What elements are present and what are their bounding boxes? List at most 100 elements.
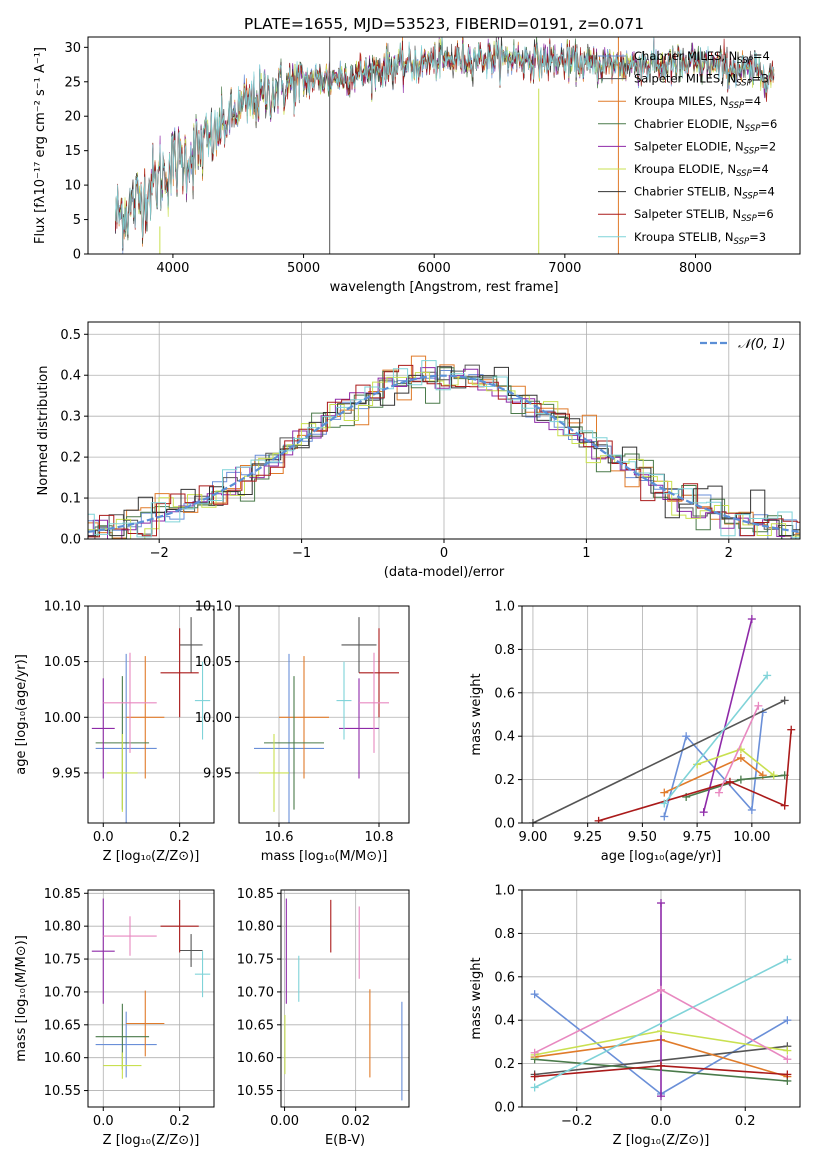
mass_weight_vs_age-series-marker: [594, 816, 603, 823]
legend-entry-count: =4: [752, 162, 769, 176]
legend-entry-count: =4: [753, 49, 770, 63]
age_vs_mass-ytick-label: 10.00: [195, 711, 232, 726]
mass_weight_vs_Z-series-marker: [530, 1048, 539, 1057]
mass_vs_EBV-ytick-label: 10.60: [237, 1051, 274, 1066]
mass_vs_Z-ylabel: mass [log₁₀(M/M⊙)]: [14, 935, 29, 1062]
legend-entry-count: =3: [752, 72, 769, 86]
residuals-xtick-label: 2: [725, 546, 733, 561]
mass_weight_vs_Z-series-marker: [530, 1072, 539, 1081]
residuals-xtick-label: 0: [440, 546, 448, 561]
mass_weight_vs_age-series-marker: [769, 771, 778, 780]
legend-entry-count: =4: [758, 185, 775, 199]
age_vs_Z-xtick-label: 0.2: [169, 830, 190, 845]
mass_weight_vs_age-series-marker: [763, 671, 772, 680]
mass_weight_vs_Z-xtick-label: −0.2: [561, 1114, 593, 1129]
mass_weight_vs_age-ytick-label: 0.6: [494, 686, 515, 701]
age_vs_mass-frame: [238, 605, 410, 824]
legend-entry: Chabrier STELIB, NSSP=4: [634, 185, 775, 202]
residuals-xlabel: (data-model)/error: [384, 565, 505, 580]
mass_vs_Z-xtick-label: 0.0: [93, 1114, 114, 1129]
age_vs_Z-ytick-label: 9.95: [52, 766, 81, 781]
mass_vs_Z-xlabel: Z [log₁₀(Z/Z⊙)]: [103, 1133, 200, 1148]
mass_weight_vs_age-series-line-7: [663, 674, 768, 805]
mass_vs_Z-ytick-label: 10.80: [44, 920, 81, 935]
legend-entry-label: Chabrier ELODIE, N: [634, 117, 745, 131]
legend-entry-count: =4: [744, 94, 761, 108]
residuals-xtick-label: −2: [150, 546, 169, 561]
residuals-frame: [87, 321, 801, 540]
residuals-ylabel: Normed distribution: [36, 366, 51, 496]
mass_weight_vs_Z-ylabel: mass weight: [469, 957, 484, 1039]
age_vs_Z-ylabel: age [log₁₀(age/yr)]: [14, 654, 29, 775]
mass_vs_Z-ytick-label: 10.55: [44, 1084, 81, 1099]
residuals-histogram-s_elodie: [88, 367, 800, 539]
legend-entry-subscript: SSP: [742, 192, 758, 202]
mass_weight_vs_age-series-marker: [528, 819, 537, 823]
residuals-ytick-label: 0.0: [60, 533, 81, 548]
legend-entry-count: =3: [749, 230, 766, 244]
mass_weight_vs_Z-series-marker: [657, 1092, 665, 1101]
age_vs_mass-ytick-label: 10.10: [195, 600, 232, 615]
residuals-normal-curve: [88, 374, 800, 533]
mass_weight_vs_age-series-marker: [660, 788, 669, 797]
mass_weight_vs_Z-series-marker: [657, 985, 665, 994]
legend-entry-label: Salpeter ELODIE, N: [634, 139, 744, 153]
age_vs_mass-xtick-label: 10.6: [265, 830, 294, 845]
mass_vs_Z-xtick-label: 0.2: [169, 1114, 190, 1129]
residuals-histogram-k_elodie: [88, 372, 800, 539]
mass_weight_vs_Z-ytick-label: 0.8: [494, 927, 515, 942]
mass_vs_EBV-ytick-label: 10.70: [237, 985, 274, 1000]
mass_weight_vs_age-ytick-label: 0.4: [494, 730, 515, 745]
spectrum-xtick-label: 4000: [156, 261, 189, 276]
age_vs_Z-xtick-label: 0.0: [93, 830, 114, 845]
mass_weight_vs_age-ytick-label: 0.2: [494, 773, 515, 788]
mass_weight_vs_Z-series-marker: [530, 990, 539, 999]
mass_vs_EBV-xtick-label: 0.02: [341, 1114, 370, 1129]
mass_vs_Z-ytick-label: 10.60: [44, 1051, 81, 1066]
spectrum-frame: [87, 36, 801, 255]
residuals-histogram-k_stelib: [88, 360, 800, 539]
residuals-histogram-k_miles: [88, 355, 800, 539]
mass_vs_Z-ytick-label: 10.75: [44, 953, 81, 968]
mass_weight_vs_Z-series-marker: [657, 1061, 665, 1070]
residuals-histogram-c_elodie: [88, 367, 800, 539]
age_vs_Z-ytick-label: 10.05: [44, 655, 81, 670]
legend-entry: Kroupa STELIB, NSSP=3: [634, 230, 766, 247]
mass_weight_vs_age-series-line-4: [702, 618, 753, 813]
legend-entry: Chabrier ELODIE, NSSP=6: [634, 117, 777, 134]
age_vs_mass-ytick-label: 10.05: [195, 655, 232, 670]
mass_weight_vs_age-series-marker: [725, 777, 734, 786]
spectrum-xlabel: wavelength [Angstrom, rest frame]: [330, 280, 559, 295]
spectrum-ytick-label: 15: [64, 144, 81, 159]
mass_weight_vs_age-frame: [521, 605, 801, 824]
spectrum-ytick-label: 20: [64, 110, 81, 125]
residuals-ytick-label: 0.1: [60, 492, 81, 507]
mass_vs_EBV-ytick-label: 10.55: [237, 1084, 274, 1099]
mass_weight_vs_Z-ytick-label: 0.0: [494, 1101, 515, 1116]
spectrum-xtick-label: 6000: [418, 261, 451, 276]
mass_weight_vs_age-series-marker: [699, 808, 708, 817]
mass_weight_vs_age-xtick-label: 9.00: [518, 830, 547, 845]
mass_weight_vs_age-ytick-label: 1.0: [494, 600, 515, 615]
mass_weight_vs_Z-series-marker: [783, 1016, 792, 1025]
mass_weight_vs_age-series-marker: [780, 696, 789, 705]
age_vs_mass-xlabel: mass [log₁₀(M/M⊙)]: [261, 849, 388, 864]
mass_vs_EBV-xlabel: E(B-V): [325, 1133, 365, 1148]
spectrum-ytick-label: 30: [64, 41, 81, 56]
mass_weight_vs_age-xtick-label: 10.00: [733, 830, 770, 845]
mass_weight_vs_Z-series-marker: [530, 1083, 539, 1092]
legend-entry-label: Salpeter STELIB, N: [634, 207, 741, 221]
legend-entry-subscript: SSP: [736, 79, 752, 89]
spectrum-title: PLATE=1655, MJD=53523, FIBERID=0191, z=0…: [244, 15, 644, 33]
mass_weight_vs_age-series-marker: [736, 753, 745, 762]
spectrum-ytick-label: 25: [64, 75, 81, 90]
residuals-xtick-label: 1: [582, 546, 590, 561]
mass_vs_EBV-ytick-label: 10.65: [237, 1018, 274, 1033]
mass_weight_vs_age-series-line-3: [685, 774, 785, 798]
age_vs_Z-ytick-label: 10.00: [44, 711, 81, 726]
age_vs_Z-ytick-label: 10.10: [44, 600, 81, 615]
legend-entry-label: Kroupa ELODIE, N: [634, 162, 736, 176]
mass_vs_Z-ytick-label: 10.85: [44, 887, 81, 902]
residuals-ytick-label: 0.3: [60, 410, 81, 425]
mass_weight_vs_age-series-marker: [747, 615, 756, 624]
